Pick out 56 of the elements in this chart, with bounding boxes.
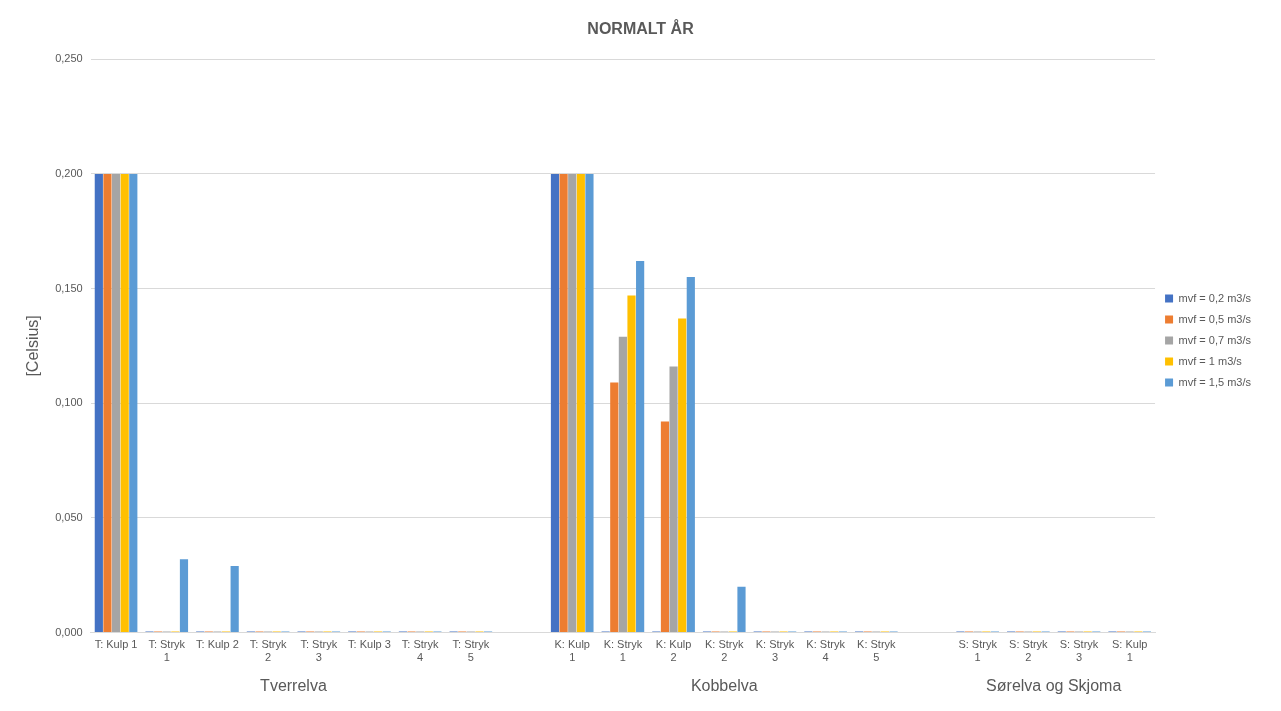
- y-tick-label: 0,250: [55, 52, 83, 65]
- bar: [660, 421, 670, 633]
- bar: [737, 586, 746, 633]
- y-tick-label: 0,100: [55, 396, 83, 409]
- bar: [550, 173, 560, 633]
- legend-label: mvf = 0,7 m3/s: [1178, 333, 1252, 346]
- x-tick-label: K: Kulp 1: [554, 638, 590, 664]
- y-tick-label: 0,150: [55, 281, 83, 294]
- y-tick-label: 0,200: [55, 166, 83, 179]
- text: Sørelva og Skjoma: [986, 677, 1122, 695]
- legend-label: mvf = 1,5 m3/s: [1178, 375, 1252, 388]
- bar: [120, 173, 129, 633]
- bar: [678, 318, 687, 633]
- bar: [576, 173, 585, 633]
- bar: [618, 336, 627, 633]
- legend-label: mvf = 0,2 m3/s: [1178, 291, 1252, 304]
- x-tick-label: T: Stryk 2: [249, 638, 287, 664]
- bar: [559, 173, 568, 633]
- bar: [179, 559, 189, 633]
- x-tick-label: T: Stryk 1: [148, 638, 186, 664]
- bar: [669, 366, 678, 633]
- x-tick-label: S: Kulp 1: [1111, 638, 1148, 664]
- x-tick-label: K: Stryk 2: [705, 638, 745, 664]
- y-axis-title: [Celsius]: [24, 315, 42, 377]
- bar: [111, 173, 121, 633]
- legend-label: mvf = 1 m3/s: [1178, 354, 1243, 367]
- x-tick-label: T: Stryk 5: [452, 638, 490, 664]
- chart-title: NORMALT ÅR: [587, 19, 695, 38]
- x-tick-label: K: Stryk 1: [603, 638, 643, 664]
- text: Kobbelva: [690, 677, 758, 695]
- x-tick-label: K: Kulp 2: [655, 638, 692, 664]
- y-tick-label: 0,000: [55, 625, 83, 638]
- bar: [230, 566, 239, 633]
- x-tick-label: T: Kulp 2: [196, 638, 239, 651]
- x-tick-label: T: Stryk 3: [300, 638, 338, 664]
- legend-label: mvf = 0,5 m3/s: [1178, 312, 1252, 325]
- text: Tverrelva: [260, 677, 327, 695]
- y-tick-label: 0,050: [55, 510, 83, 523]
- x-tick-label: K: Stryk 4: [806, 638, 846, 664]
- bar: [568, 173, 577, 633]
- x-tick-label: S: Stryk 3: [1059, 638, 1099, 664]
- bar: [94, 173, 103, 633]
- bar: [636, 261, 645, 633]
- x-tick-label: T: Stryk 4: [401, 638, 439, 664]
- bar: [585, 173, 594, 633]
- x-tick-label: S: Stryk 1: [958, 638, 998, 664]
- bar: [686, 277, 695, 633]
- x-tick-label: K: Stryk 5: [857, 638, 897, 664]
- x-tick-label: K: Stryk 3: [755, 638, 795, 664]
- x-tick-label: T: Kulp 1: [94, 638, 138, 651]
- x-tick-label: T: Kulp 3: [348, 638, 391, 651]
- bar: [129, 173, 138, 633]
- x-tick-label: S: Stryk 2: [1009, 638, 1049, 664]
- bar: [627, 295, 636, 633]
- bar: [610, 382, 619, 633]
- bar: [103, 173, 112, 633]
